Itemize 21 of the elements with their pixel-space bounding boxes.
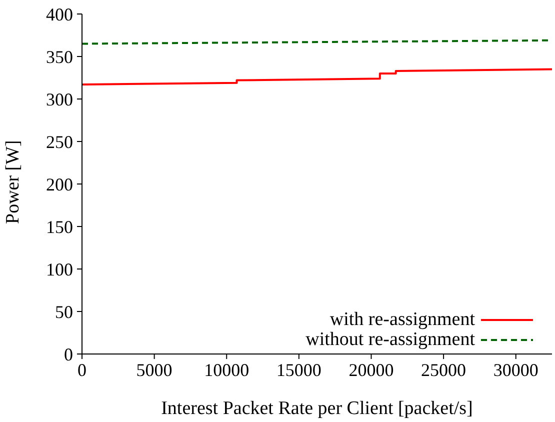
x-axis-title: Interest Packet Rate per Client [packet/s] <box>161 398 473 419</box>
y-tick-label: 400 <box>46 4 73 24</box>
x-tick-label: 0 <box>78 360 86 380</box>
x-tick-label: 5000 <box>136 360 172 380</box>
y-tick-label: 50 <box>55 302 73 322</box>
x-tick-label: 20000 <box>348 360 394 380</box>
y-tick-label: 150 <box>46 216 73 237</box>
y-tick-label: 250 <box>46 132 73 152</box>
y-tick-label: 0 <box>64 344 73 364</box>
x-tick-label: 25000 <box>421 360 466 380</box>
y-tick-label: 100 <box>46 259 73 280</box>
x-tick-label: 15000 <box>276 360 322 380</box>
y-tick-label: 350 <box>46 46 73 67</box>
legend-label: with re-assignment <box>330 309 475 330</box>
y-tick-label: 200 <box>46 174 73 194</box>
x-tick-label: 30000 <box>493 360 538 380</box>
y-axis-title: Power [W] <box>2 140 24 224</box>
y-tick-label: 300 <box>46 89 73 110</box>
x-tick-label: 10000 <box>204 360 250 380</box>
legend-label: without re-assignment <box>306 329 475 350</box>
line-series <box>82 68 552 86</box>
